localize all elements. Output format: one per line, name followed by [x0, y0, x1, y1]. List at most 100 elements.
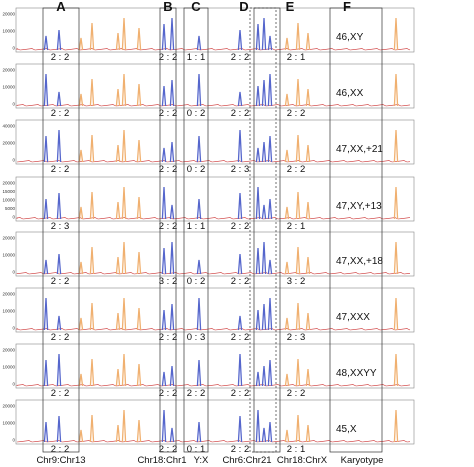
orange-peak — [295, 414, 301, 443]
y-tick-label: 10000 — [2, 365, 15, 370]
y-tick-label: 20000 — [2, 181, 15, 186]
blue-peak — [56, 415, 62, 443]
blue-peak — [261, 365, 267, 387]
blue-peak — [56, 192, 62, 220]
blue-peak — [169, 204, 175, 220]
blue-peak — [255, 309, 261, 331]
allele-ratio-label: 2 : 2 — [51, 388, 70, 399]
blue-peak — [261, 141, 267, 163]
baseline-trace — [16, 272, 411, 275]
allele-ratio-label: 0 : 1 — [187, 444, 206, 455]
blue-peak — [255, 23, 261, 51]
electropherogram-panel: 20000 15000 10000 5000 0 — [2, 176, 415, 222]
allele-ratio-label: 2 : 2 — [159, 332, 178, 343]
allele-ratio-label: 2 : 2 — [231, 332, 250, 343]
chromosome-pair-label: Y:X — [194, 455, 209, 466]
karyotype-label: 47,XXX — [336, 312, 370, 323]
y-tick-label: 15000 — [2, 189, 15, 194]
orange-peak — [305, 256, 311, 275]
allele-ratio-label: 2 : 2 — [287, 388, 306, 399]
allele-ratio-label: 2 : 2 — [231, 221, 250, 232]
allele-ratio-label: 2 : 1 — [287, 444, 306, 455]
panel-frame — [15, 399, 415, 445]
blue-peak — [161, 371, 167, 387]
orange-peak — [121, 73, 127, 107]
orange-peak — [78, 373, 84, 387]
blue-peak — [196, 359, 202, 387]
blue-peak — [237, 253, 243, 275]
blue-peak — [196, 297, 202, 331]
blue-peak — [56, 253, 62, 275]
orange-peak — [305, 312, 311, 331]
electropherogram-panel: 40000 20000 0 — [2, 119, 415, 165]
orange-peak — [115, 368, 121, 387]
orange-peak — [89, 414, 95, 443]
orange-peak — [78, 149, 84, 163]
y-tick-label: 20000 — [2, 292, 15, 297]
blue-peak — [261, 17, 267, 51]
orange-peak — [78, 317, 84, 331]
y-tick-label: 10000 — [2, 29, 15, 34]
allele-ratio-label: 2 : 3 — [51, 221, 70, 232]
orange-peak — [89, 358, 95, 387]
column-letter: C — [191, 0, 201, 14]
orange-peak — [78, 429, 84, 443]
orange-peak — [295, 246, 301, 275]
panel-frame — [15, 231, 415, 277]
orange-peak — [295, 22, 301, 51]
karyotype-label: 47,XY,+13 — [336, 201, 382, 212]
blue-peak — [237, 91, 243, 107]
electropherogram-panel: 20000 10000 0 — [2, 399, 415, 445]
blue-peak — [196, 421, 202, 443]
panels-layer: 20000 10000 0 20000 10000 0 40000 20000 0 20000 15… — [2, 7, 415, 445]
orange-peak — [78, 93, 84, 107]
orange-peak — [284, 37, 290, 51]
allele-ratio-label: 2 : 2 — [159, 444, 178, 455]
column-letter: E — [286, 0, 295, 14]
chromosome-pair-label: Chr18:Chr1 — [137, 455, 186, 466]
allele-ratio-label: 0 : 3 — [187, 332, 206, 343]
orange-peak — [393, 353, 399, 387]
orange-peak — [115, 424, 121, 443]
blue-peak — [169, 141, 175, 163]
orange-peak — [136, 196, 142, 220]
blue-peak — [267, 73, 273, 107]
allele-ratio-label: 3 : 2 — [287, 276, 306, 287]
orange-peak — [136, 83, 142, 107]
orange-peak — [284, 261, 290, 275]
y-tick-label: 0 — [12, 158, 15, 163]
karyotype-labels-layer: 46,XY 46,XX 47,XX,+21 47,XY,+13 47,XX,+18 47,… — [336, 32, 383, 435]
karyotype-label: 48,XXYY — [336, 368, 377, 379]
karyotype-label: 46,XY — [336, 32, 364, 43]
allele-ratio-label: 0 : 2 — [187, 108, 206, 119]
baseline-trace — [16, 384, 411, 387]
orange-peak — [393, 186, 399, 220]
allele-ratio-label: 2 : 2 — [231, 444, 250, 455]
blue-peak — [161, 309, 167, 331]
orange-peak — [284, 149, 290, 163]
blue-peak — [169, 427, 175, 443]
orange-peak — [121, 297, 127, 331]
blue-peak — [261, 303, 267, 331]
blue-peak — [161, 85, 167, 107]
blue-peak — [196, 198, 202, 220]
blue-peak — [56, 353, 62, 387]
orange-peak — [136, 251, 142, 275]
baseline-trace — [16, 104, 411, 107]
allele-ratio-label: 2 : 2 — [51, 444, 70, 455]
electropherogram-panel: 20000 10000 0 — [2, 231, 415, 277]
allele-ratio-label: 2 : 2 — [159, 164, 178, 175]
blue-peak — [161, 186, 167, 220]
blue-peak — [255, 247, 261, 275]
allele-ratio-label: 2 : 2 — [287, 108, 306, 119]
orange-peak — [121, 17, 127, 51]
blue-peak — [56, 315, 62, 331]
column-box — [253, 7, 281, 453]
orange-peak — [295, 191, 301, 220]
orange-peak — [284, 206, 290, 220]
chromosome-pair-label: Karyotype — [341, 455, 384, 466]
allele-ratio-label: 1 : 1 — [187, 221, 206, 232]
blue-peak — [43, 359, 49, 387]
blue-peak — [43, 421, 49, 443]
orange-peak — [295, 134, 301, 163]
